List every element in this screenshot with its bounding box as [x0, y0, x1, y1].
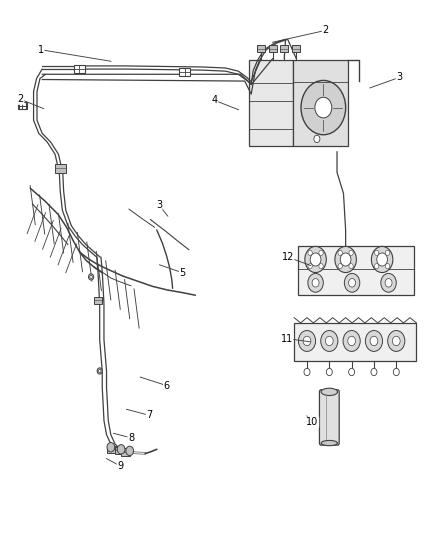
- Circle shape: [301, 80, 346, 135]
- Bar: [107, 446, 116, 453]
- Bar: [269, 45, 276, 52]
- Circle shape: [385, 250, 390, 255]
- Circle shape: [319, 263, 323, 269]
- Circle shape: [340, 253, 351, 266]
- Bar: [18, 102, 27, 109]
- Circle shape: [303, 336, 311, 346]
- Circle shape: [325, 336, 333, 346]
- Circle shape: [326, 368, 332, 376]
- Circle shape: [385, 263, 390, 269]
- Circle shape: [99, 369, 101, 373]
- Circle shape: [305, 246, 326, 272]
- Text: 2: 2: [322, 26, 328, 35]
- Circle shape: [126, 446, 134, 456]
- Ellipse shape: [321, 388, 337, 395]
- Circle shape: [88, 274, 94, 280]
- Text: 10: 10: [307, 417, 319, 427]
- FancyBboxPatch shape: [319, 390, 339, 445]
- Bar: [298, 246, 414, 295]
- Text: 7: 7: [146, 410, 152, 421]
- Circle shape: [338, 250, 343, 255]
- Circle shape: [371, 368, 377, 376]
- Text: 8: 8: [128, 433, 134, 443]
- Text: 6: 6: [163, 381, 170, 391]
- Ellipse shape: [321, 440, 337, 446]
- Text: 3: 3: [156, 200, 162, 210]
- Circle shape: [314, 135, 320, 142]
- Circle shape: [381, 273, 396, 292]
- Circle shape: [308, 263, 312, 269]
- Circle shape: [308, 273, 323, 292]
- Circle shape: [90, 276, 92, 279]
- Circle shape: [388, 330, 405, 351]
- Circle shape: [97, 368, 102, 374]
- Circle shape: [344, 273, 360, 292]
- Circle shape: [374, 250, 379, 255]
- Circle shape: [319, 250, 323, 255]
- Text: 12: 12: [282, 252, 294, 262]
- Circle shape: [349, 368, 355, 376]
- Circle shape: [349, 250, 353, 255]
- Circle shape: [349, 263, 353, 269]
- Bar: [257, 45, 265, 52]
- Text: 2: 2: [18, 94, 24, 104]
- Circle shape: [335, 246, 357, 272]
- Bar: [55, 164, 66, 173]
- Circle shape: [349, 279, 356, 287]
- Bar: [74, 65, 85, 73]
- Circle shape: [392, 336, 400, 346]
- Circle shape: [312, 279, 319, 287]
- Circle shape: [315, 97, 332, 118]
- Text: 9: 9: [117, 461, 124, 471]
- Bar: [121, 448, 130, 456]
- Circle shape: [343, 330, 360, 351]
- Circle shape: [117, 445, 125, 454]
- Bar: [179, 68, 190, 76]
- Circle shape: [338, 263, 343, 269]
- Circle shape: [304, 368, 310, 376]
- Bar: [94, 297, 102, 304]
- Text: 5: 5: [180, 268, 186, 278]
- Circle shape: [371, 246, 393, 272]
- Circle shape: [385, 279, 392, 287]
- Circle shape: [298, 330, 315, 351]
- Circle shape: [377, 253, 388, 266]
- Circle shape: [393, 368, 399, 376]
- Bar: [280, 45, 288, 52]
- Circle shape: [308, 250, 312, 255]
- Bar: [293, 60, 348, 147]
- Circle shape: [310, 253, 321, 266]
- Text: 1: 1: [38, 45, 44, 55]
- Bar: [18, 102, 26, 109]
- Circle shape: [365, 330, 382, 351]
- Bar: [294, 323, 417, 360]
- Circle shape: [321, 330, 338, 351]
- Bar: [293, 45, 300, 52]
- Text: 3: 3: [396, 72, 403, 83]
- Text: 4: 4: [212, 95, 218, 106]
- Bar: [115, 447, 124, 454]
- Circle shape: [370, 336, 378, 346]
- Circle shape: [374, 263, 379, 269]
- Bar: [249, 60, 293, 147]
- Circle shape: [107, 442, 115, 452]
- Text: 11: 11: [281, 334, 293, 344]
- Circle shape: [348, 336, 356, 346]
